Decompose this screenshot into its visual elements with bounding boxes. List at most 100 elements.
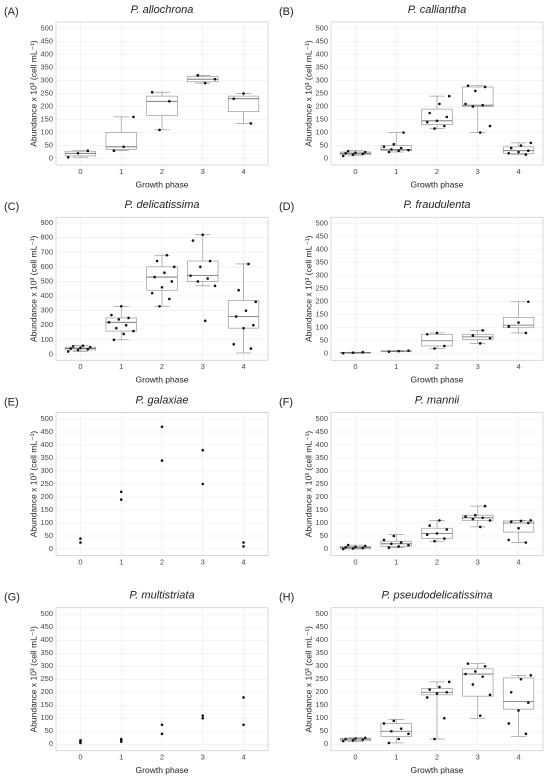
y-tick-label: 500	[40, 414, 53, 423]
box	[227, 95, 260, 112]
point	[132, 115, 135, 119]
panel-title: P. calliantha	[408, 4, 467, 16]
point	[232, 97, 236, 100]
point	[242, 723, 245, 727]
point	[79, 739, 82, 742]
point	[119, 498, 123, 501]
point	[517, 526, 520, 530]
point	[478, 525, 482, 529]
x-axis-label: Growth phase	[411, 765, 464, 775]
x-tick-label: 4	[516, 167, 520, 176]
panel: (F) P. mannii Abundance x 10³ (cell mL⁻¹) 0…	[279, 394, 544, 566]
point	[387, 150, 391, 154]
y-tick-label: 400	[315, 635, 328, 644]
point	[407, 732, 410, 736]
point	[443, 537, 446, 540]
point	[117, 318, 121, 321]
plot-border	[55, 412, 269, 556]
point	[119, 490, 123, 494]
point	[363, 150, 367, 154]
x-tick-label: 4	[516, 362, 520, 371]
point	[435, 532, 439, 535]
x-tick-label: 1	[394, 557, 398, 566]
point	[445, 690, 449, 694]
point	[244, 309, 248, 312]
x-tick-label: 1	[119, 362, 123, 371]
panel-letter: (D)	[279, 201, 294, 213]
plot-border	[330, 216, 544, 361]
point	[529, 674, 533, 677]
y-tick-label: 0	[324, 349, 328, 358]
point	[481, 329, 484, 332]
y-tick-label: 450	[315, 36, 328, 45]
x-tick-label: 2	[160, 753, 164, 762]
y-tick-label: 250	[40, 88, 53, 97]
point	[488, 693, 492, 697]
y-tick-label: 500	[315, 609, 328, 618]
y-tick-label: 0	[324, 544, 328, 553]
point	[433, 737, 436, 741]
y-tick-label: 200	[315, 101, 328, 110]
point	[201, 482, 205, 486]
x-tick-label: 2	[435, 167, 439, 176]
point	[199, 265, 202, 269]
x-tick-label: 0	[353, 557, 357, 566]
panel-title: P. pseudodelicatissima	[381, 590, 492, 602]
point	[428, 111, 431, 115]
y-tick-label: 150	[315, 310, 328, 319]
point	[519, 519, 523, 523]
y-tick-label: 350	[315, 258, 328, 267]
x-tick-label: 4	[241, 557, 245, 566]
y-axis-label: Abundance x 10³ (cell mL⁻¹)	[303, 431, 313, 538]
panel-letter: (F)	[279, 396, 293, 408]
plot-border	[330, 607, 544, 752]
point	[397, 545, 400, 548]
point	[519, 144, 523, 147]
point	[79, 537, 82, 540]
point	[213, 284, 217, 288]
x-tick-label: 4	[241, 753, 245, 762]
point	[119, 304, 123, 308]
panel: (E) P. galaxiae Abundance x 10³ (cell mL⁻¹…	[4, 394, 269, 566]
point	[351, 153, 355, 156]
y-tick-label: 150	[40, 700, 53, 709]
point	[438, 102, 441, 106]
point	[71, 345, 75, 348]
y-tick-label: 100	[40, 713, 53, 722]
x-tick-label: 0	[353, 753, 357, 762]
point	[392, 142, 396, 146]
x-tick-label: 0	[78, 362, 82, 371]
y-axis-label: Abundance x 10³ (cell mL⁻¹)	[303, 40, 313, 147]
point	[234, 315, 238, 318]
point	[242, 541, 245, 544]
y-tick-label: 150	[315, 700, 328, 709]
point	[168, 297, 171, 301]
point	[425, 120, 429, 124]
point	[445, 115, 449, 119]
point	[399, 541, 403, 544]
point	[363, 736, 367, 740]
y-tick-label: 500	[315, 219, 328, 228]
point	[249, 122, 253, 125]
point	[196, 280, 200, 283]
box	[462, 668, 494, 697]
box	[105, 317, 137, 332]
x-tick-label: 3	[201, 753, 205, 762]
y-tick-label: 450	[315, 427, 328, 436]
x-tick-label: 0	[353, 362, 357, 371]
point	[344, 152, 347, 155]
point	[66, 155, 70, 159]
x-tick-label: 3	[476, 167, 480, 176]
point	[213, 77, 217, 81]
x-tick-label: 0	[78, 557, 82, 566]
x-tick-label: 3	[201, 557, 205, 566]
y-axis-label: Abundance x 10³ (cell mL⁻¹)	[28, 235, 38, 342]
point	[344, 737, 347, 741]
point	[517, 321, 520, 324]
y-tick-label: 250	[315, 479, 328, 488]
point	[158, 304, 161, 308]
point	[527, 149, 530, 152]
point	[519, 677, 523, 681]
y-tick-label: 400	[40, 49, 53, 58]
point	[107, 321, 111, 324]
